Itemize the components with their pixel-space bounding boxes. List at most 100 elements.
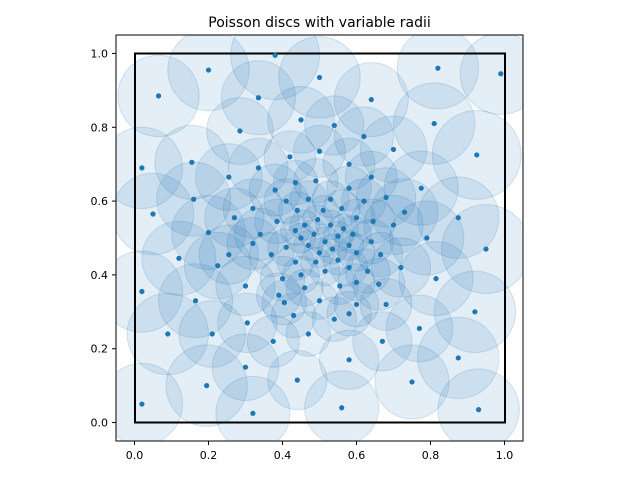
point xyxy=(383,301,389,308)
point xyxy=(176,255,182,261)
point xyxy=(339,205,345,212)
point xyxy=(316,298,323,304)
point xyxy=(204,383,210,389)
point xyxy=(353,279,360,285)
point xyxy=(335,233,341,239)
point xyxy=(231,215,237,221)
point xyxy=(192,298,199,304)
unit-square xyxy=(134,52,506,424)
point xyxy=(139,401,145,407)
point xyxy=(472,309,478,315)
point xyxy=(353,215,360,221)
point xyxy=(476,407,482,413)
point xyxy=(305,242,311,248)
y-tick-label: 0.0 xyxy=(91,417,109,430)
point xyxy=(409,379,415,385)
point xyxy=(337,283,343,289)
point xyxy=(390,146,397,153)
point xyxy=(237,128,243,134)
point xyxy=(361,133,367,140)
point xyxy=(274,218,280,224)
point xyxy=(255,165,262,171)
axes-background xyxy=(116,35,523,441)
point xyxy=(272,187,278,193)
point xyxy=(346,161,352,167)
point xyxy=(150,211,156,217)
point xyxy=(292,259,299,265)
point xyxy=(313,259,319,265)
point xyxy=(350,231,356,237)
point xyxy=(250,240,256,247)
y-tick-label: 0.2 xyxy=(91,343,109,356)
point xyxy=(155,93,162,99)
point xyxy=(226,174,232,180)
point xyxy=(335,257,341,263)
point xyxy=(320,207,326,213)
point xyxy=(315,216,321,223)
point xyxy=(346,185,352,191)
point xyxy=(346,264,352,271)
y-tick-label: 0.6 xyxy=(91,195,109,208)
point xyxy=(316,74,323,81)
point xyxy=(418,185,424,191)
y-tick-label: 0.4 xyxy=(91,269,109,282)
point xyxy=(383,194,389,200)
point xyxy=(398,264,404,271)
point xyxy=(322,268,328,274)
point xyxy=(242,364,249,370)
point xyxy=(353,301,360,308)
point xyxy=(498,71,504,77)
point xyxy=(322,239,328,245)
y-tick-label: 0.8 xyxy=(91,121,109,134)
point xyxy=(226,252,232,258)
point xyxy=(294,207,300,213)
point xyxy=(272,52,278,58)
point xyxy=(302,222,308,228)
point xyxy=(165,331,171,337)
point xyxy=(346,242,352,248)
point xyxy=(283,198,289,204)
point xyxy=(305,331,311,337)
disc xyxy=(116,250,184,333)
y-axis: 0.0 0.2 0.4 0.6 0.8 1.0 xyxy=(91,47,116,430)
point xyxy=(292,228,299,234)
point xyxy=(268,252,274,258)
point xyxy=(298,117,304,123)
point xyxy=(311,231,317,237)
disc xyxy=(116,126,184,210)
point xyxy=(298,272,304,278)
x-axis: 0.0 0.2 0.4 0.6 0.8 1.0 xyxy=(126,441,514,462)
x-tick-label: 1.0 xyxy=(496,449,514,462)
point xyxy=(376,281,382,287)
point xyxy=(435,65,441,71)
point xyxy=(377,252,384,258)
point xyxy=(242,283,249,289)
point xyxy=(255,95,262,101)
point xyxy=(431,120,437,127)
point xyxy=(316,250,323,256)
point xyxy=(328,196,334,202)
point xyxy=(474,152,480,158)
point xyxy=(433,276,439,282)
disc xyxy=(230,35,320,101)
x-tick-label: 0.8 xyxy=(422,449,440,462)
point xyxy=(139,165,145,171)
point xyxy=(368,174,374,180)
point xyxy=(455,215,461,221)
point xyxy=(189,159,195,165)
point xyxy=(316,148,323,154)
disc xyxy=(215,375,291,441)
point xyxy=(205,229,212,236)
point xyxy=(209,331,215,337)
x-tick-label: 0.6 xyxy=(348,449,366,462)
point xyxy=(361,198,367,204)
points-layer xyxy=(139,52,504,416)
chart-title: Poisson discs with variable radii xyxy=(208,15,430,31)
point xyxy=(250,410,256,416)
point xyxy=(250,205,256,212)
point xyxy=(402,209,408,215)
point xyxy=(205,67,212,73)
x-tick-label: 0.0 xyxy=(126,449,144,462)
point xyxy=(139,288,145,295)
